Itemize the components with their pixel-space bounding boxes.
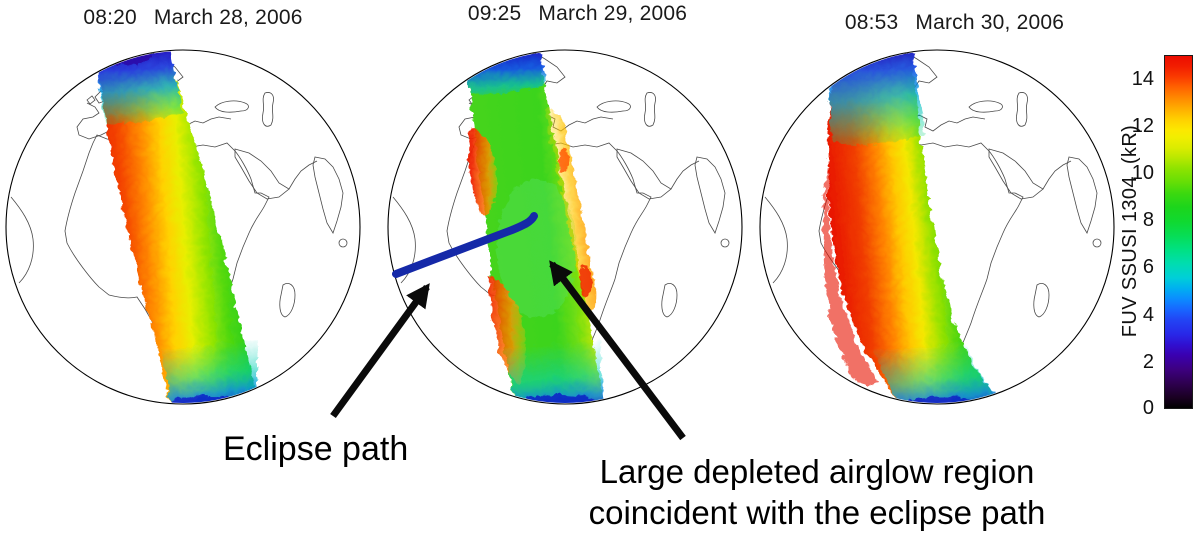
colorbar-tick: 0 bbox=[1142, 397, 1154, 419]
colorbar-tick: 8 bbox=[1142, 209, 1154, 231]
panel-date: March 30, 2006 bbox=[915, 11, 1065, 34]
colorbar-tick: 4 bbox=[1142, 304, 1154, 326]
colorbar-axis-label: FUV SSUSI 1304 (kR) bbox=[1119, 124, 1141, 338]
depleted-region-label-line2: coincident with the eclipse path bbox=[588, 494, 1046, 531]
depleted-region-label-line1: Large depleted airglow region bbox=[599, 453, 1035, 490]
panel-title-march-28: 08:20 March 28, 2006 bbox=[3, 6, 383, 30]
panel-title-march-29: 09:25 March 29, 2006 bbox=[385, 2, 770, 26]
colorbar-tick: 14 bbox=[1131, 68, 1154, 90]
colorbar-tick: 6 bbox=[1142, 256, 1154, 278]
panel-time: 08:53 bbox=[844, 11, 899, 34]
colorbar-tick: 12 bbox=[1131, 115, 1154, 137]
eclipse-path-label: Eclipse path bbox=[223, 430, 409, 468]
panel-time: 09:25 bbox=[467, 2, 522, 25]
colorbar-tick: 2 bbox=[1142, 351, 1154, 373]
colorbar bbox=[1164, 55, 1193, 409]
colorbar-tick: 10 bbox=[1131, 162, 1154, 184]
panel-date: March 28, 2006 bbox=[153, 6, 303, 29]
globe-march-28 bbox=[5, 49, 361, 405]
panel-title-march-30: 08:53 March 30, 2006 bbox=[757, 11, 1152, 35]
depleted-region-label: Large depleted airglow region coincident… bbox=[552, 451, 1082, 533]
panel-time: 08:20 bbox=[83, 6, 137, 29]
panel-date: March 29, 2006 bbox=[538, 2, 688, 25]
globe-march-29 bbox=[387, 49, 743, 405]
globe-march-30 bbox=[759, 49, 1115, 405]
